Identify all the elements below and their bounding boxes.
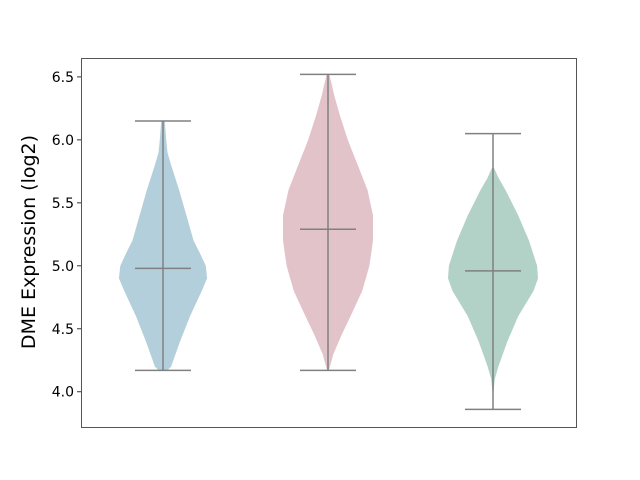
y-tick-label: 5.0: [52, 259, 74, 275]
y-tick-label: 4.0: [52, 385, 74, 401]
y-tick-label: 5.5: [52, 196, 74, 212]
violins: [118, 73, 538, 411]
y-axis-label: DME Expression (log2): [18, 135, 40, 349]
violin-3: [448, 132, 538, 411]
y-tick-label: 6.5: [52, 70, 74, 86]
plot-frame: [81, 58, 577, 428]
violin-1: [118, 120, 208, 372]
violin-2: [283, 73, 373, 372]
y-tick-label: 4.5: [52, 322, 74, 338]
y-axis: 4.0 4.5 5.0 5.5 6.0 6.5: [52, 70, 81, 401]
y-tick-label: 6.0: [52, 133, 74, 149]
